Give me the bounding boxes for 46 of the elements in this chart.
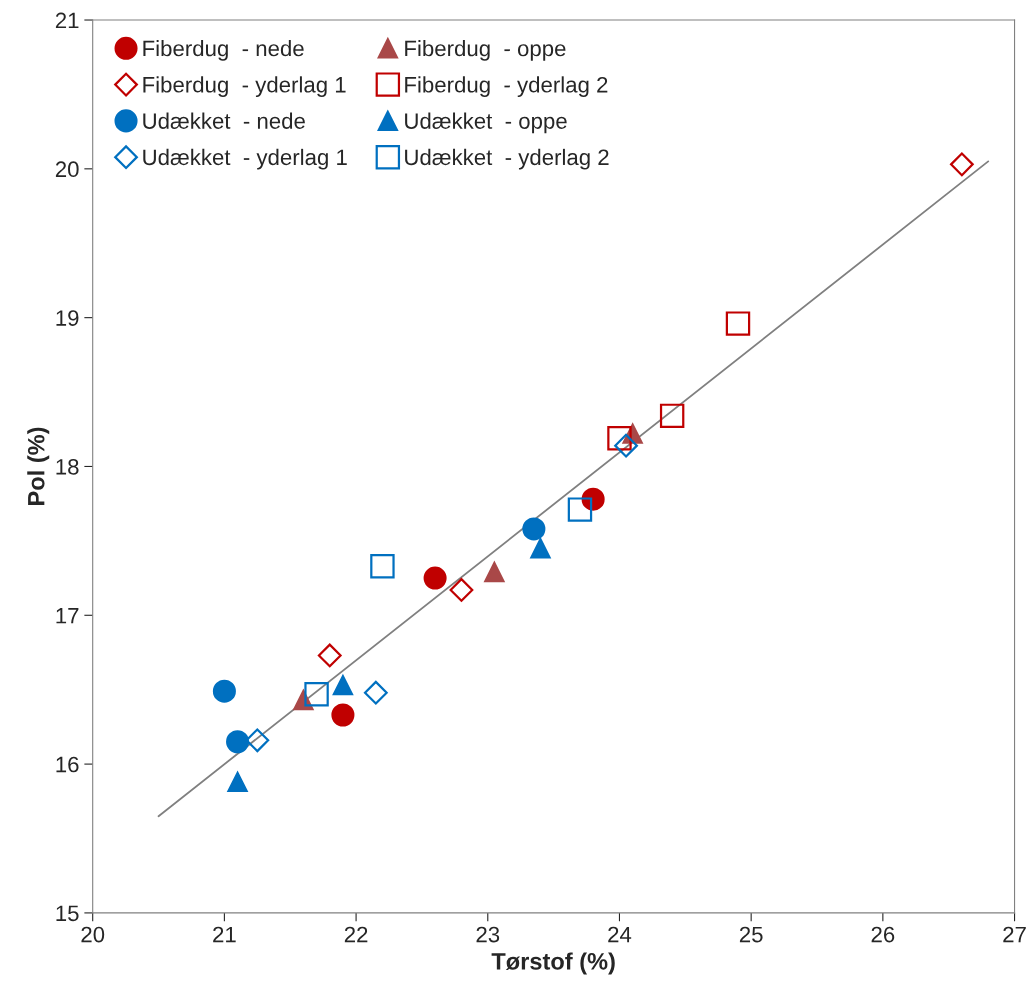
point bbox=[331, 703, 355, 727]
point bbox=[659, 403, 685, 429]
point bbox=[332, 675, 354, 696]
x-tick-label: 21 bbox=[213, 926, 236, 943]
point bbox=[304, 681, 329, 707]
y-tick-label: 15 bbox=[56, 905, 79, 922]
y-tick-label: 20 bbox=[55, 161, 79, 178]
point bbox=[245, 728, 270, 753]
y-tick-label: 17 bbox=[56, 608, 79, 624]
point bbox=[317, 643, 342, 668]
y-tick-label: 21 bbox=[55, 12, 79, 29]
point bbox=[449, 578, 474, 602]
point bbox=[607, 425, 632, 451]
point bbox=[363, 680, 388, 705]
legend-label: Fiberdug - yderlag 1 bbox=[143, 76, 346, 98]
legend-label: Udækket - nede bbox=[143, 112, 305, 129]
legend-label: Udækket - oppe bbox=[405, 112, 567, 134]
point bbox=[212, 679, 236, 703]
point bbox=[226, 730, 250, 754]
point bbox=[530, 538, 551, 559]
y-tick-label: 16 bbox=[56, 756, 79, 773]
legend-label: Udækket - yderlag 1 bbox=[143, 148, 347, 170]
x-tick-label: 20 bbox=[81, 926, 105, 943]
x-axis-title: Tørstof (%) bbox=[491, 952, 615, 975]
legend-label: Fiberdug - oppe bbox=[405, 40, 566, 61]
x-tick-label: 23 bbox=[476, 926, 500, 943]
legend-label: Udækket - yderlag 2 bbox=[405, 148, 609, 170]
point bbox=[370, 553, 395, 579]
x-tick-label: 25 bbox=[739, 926, 763, 943]
point bbox=[567, 497, 593, 522]
legend-label: Fiberdug - nede bbox=[143, 40, 304, 61]
x-tick-label: 22 bbox=[344, 926, 368, 943]
x-tick-label: 27 bbox=[1003, 926, 1026, 943]
point bbox=[614, 433, 638, 458]
y-tick-label: 19 bbox=[56, 310, 79, 326]
legend-label: Fiberdug - yderlag 2 bbox=[405, 76, 608, 98]
x-tick-label: 26 bbox=[871, 926, 895, 943]
point bbox=[423, 566, 447, 590]
point bbox=[725, 311, 751, 336]
point bbox=[949, 152, 974, 177]
y-tick-label: 18 bbox=[56, 459, 79, 475]
point bbox=[227, 771, 248, 793]
point bbox=[484, 561, 505, 583]
y-axis-title: Pol (%) bbox=[27, 427, 50, 505]
x-tick-label: 24 bbox=[608, 926, 632, 943]
point bbox=[522, 517, 546, 541]
